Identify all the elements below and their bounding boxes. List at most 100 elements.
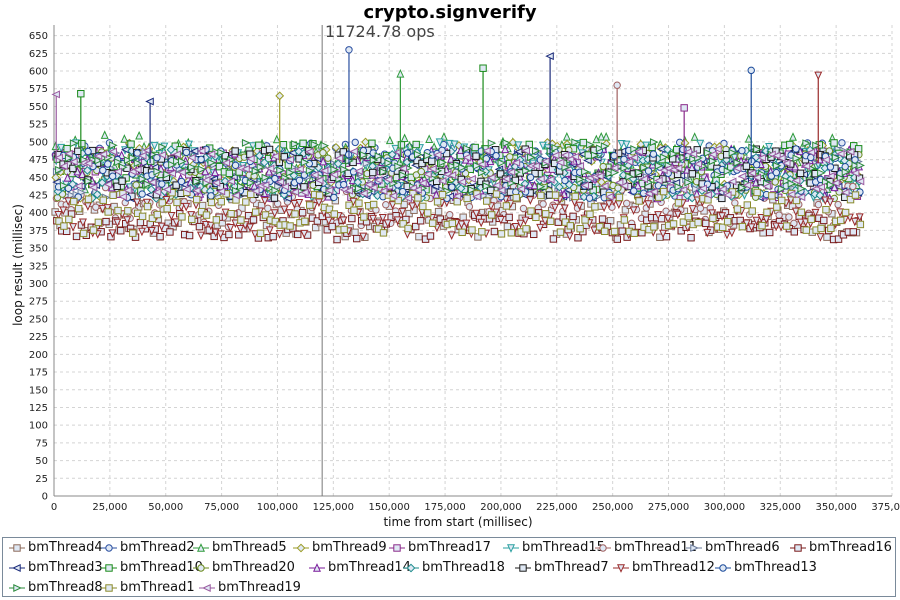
data-point [851,156,859,164]
data-point [472,152,480,160]
data-point [659,153,669,162]
legend-item-bmThread17: bmThread17 [389,539,491,557]
data-point [143,202,152,211]
data-point [630,144,639,153]
data-point [689,155,698,164]
data-point [501,174,511,183]
data-point [187,211,196,220]
data-point [221,158,231,167]
grid [53,25,893,497]
data-point [519,204,528,213]
data-point [763,208,771,216]
data-point [806,148,816,157]
data-point [403,194,412,203]
data-point [531,161,540,170]
data-point [309,170,319,179]
data-point [613,235,622,243]
data-point [723,217,732,226]
data-point [339,216,348,226]
data-point [415,232,423,241]
data-point [505,213,513,222]
data-point [434,207,443,216]
legend-swatch [293,543,309,552]
legend-marker [690,543,699,552]
data-point [435,138,444,147]
data-point [315,191,324,199]
x-tick-label: 375,000 [871,502,900,513]
data-point [423,170,432,179]
data-point [791,176,801,185]
legend-swatch [595,543,611,552]
data-point [369,200,378,209]
legend-marker [794,543,802,552]
data-point [792,196,801,205]
data-point [333,159,343,169]
data-point [796,218,805,228]
data-point [841,168,851,177]
data-point [300,229,309,239]
data-point [428,219,437,227]
data-point [458,228,466,237]
legend-swatch [309,562,325,572]
data-point [333,235,341,244]
data-point [108,172,117,180]
data-point [361,137,370,147]
data-point [786,190,796,199]
data-point [320,141,330,150]
spike-bmThread11 [613,81,621,164]
data-point [409,189,417,198]
data-point [419,202,427,211]
data-point [748,143,757,152]
data-point [383,219,392,228]
data-point [560,204,569,214]
data-point [742,162,751,170]
data-point [453,197,461,206]
data-point [300,188,309,197]
data-point [782,176,792,185]
data-point [301,217,309,226]
data-point [305,147,314,156]
data-point [684,178,693,187]
data-point [114,158,123,167]
data-point [152,188,162,197]
data-point [537,191,545,200]
data-point [477,168,487,177]
data-point [207,198,216,207]
data-point [286,168,295,177]
data-point [586,210,594,218]
data-point [693,146,701,154]
spike-bmThread17 [680,104,688,164]
data-point [379,229,388,237]
data-point [196,147,206,156]
data-point [757,153,766,162]
data-point [242,198,250,206]
legend-swatch [9,583,25,592]
data-point [211,167,220,177]
data-point [554,218,563,226]
data-point [698,184,707,193]
y-tick-label: 425 [29,190,48,201]
data-point [319,166,329,175]
y-tick-label: 275 [29,297,48,308]
legend-label: bmThread15 [522,540,605,555]
data-point [527,153,536,162]
data-point [507,229,516,237]
data-point [217,148,226,157]
data-point [837,216,845,225]
legend-label: bmThread20 [212,560,295,575]
data-point [522,166,531,175]
data-point [722,191,732,199]
data-point [644,200,653,209]
data-point [630,187,638,195]
data-point [625,172,634,181]
data-point [89,226,98,234]
data-point [261,211,270,219]
spike-bmThread19 [51,90,60,164]
data-point [310,140,320,149]
data-point [285,155,295,164]
data-point [850,217,859,227]
legend-label: bmThread3 [28,560,103,575]
data-point [354,167,363,176]
legend-item-bmThread8: bmThread8 [9,579,103,597]
data-point [635,197,643,205]
